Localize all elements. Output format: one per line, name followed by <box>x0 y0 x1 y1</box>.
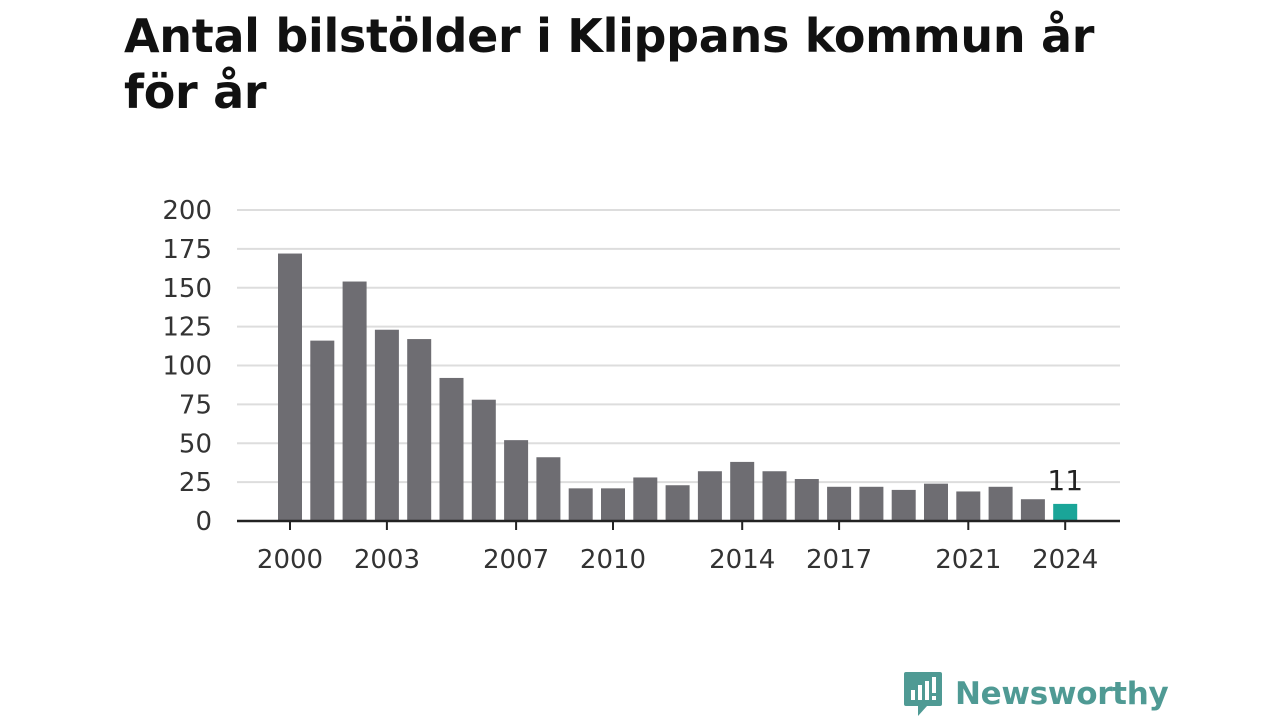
y-tick-label: 25 <box>179 468 212 498</box>
bar-data-label: 11 <box>1047 464 1083 497</box>
bar-2013 <box>697 471 722 521</box>
bar-2000 <box>278 253 302 522</box>
bar-2017 <box>827 486 852 521</box>
x-tick-label: 2003 <box>354 545 420 575</box>
bar-2011 <box>633 477 658 521</box>
y-tick-label: 125 <box>162 313 212 343</box>
bar-2004 <box>407 339 432 521</box>
bar-2022 <box>988 486 1013 521</box>
x-tick-label: 2024 <box>1032 545 1098 575</box>
gridlines <box>237 209 1120 484</box>
bar-2016 <box>794 479 819 521</box>
bar-2006 <box>471 399 496 521</box>
x-tick-label: 2007 <box>483 545 549 575</box>
bar-2002 <box>342 281 367 521</box>
bar-2003 <box>374 329 399 521</box>
chart-title: Antal bilstölder i Klippans kommun år fö… <box>124 9 1095 119</box>
x-tick-label: 2021 <box>935 545 1001 575</box>
bars <box>278 253 1078 522</box>
bar-2008 <box>536 457 561 521</box>
bar-2019 <box>891 489 916 521</box>
bar-2015 <box>762 471 787 521</box>
bar-2021 <box>956 491 981 521</box>
newsworthy-logo-icon <box>904 672 942 716</box>
bar-2024 <box>1053 503 1078 521</box>
y-tick-label: 0 <box>195 507 212 537</box>
bar-2007 <box>504 440 529 521</box>
bar-2005 <box>439 377 464 521</box>
y-tick-label: 175 <box>162 235 212 265</box>
bar-2023 <box>1020 499 1045 521</box>
x-tick-label: 2010 <box>580 545 646 575</box>
brand-name: Newsworthy <box>955 676 1169 712</box>
newsworthy-logo: Newsworthy <box>903 670 1169 718</box>
y-tick-label: 50 <box>179 429 212 459</box>
bar-2012 <box>665 485 690 521</box>
labels: 0 25 50 75 100 125 150 175 200 11 2000 2003 2007 2010… <box>162 196 1098 575</box>
bar-2020 <box>924 483 948 521</box>
bar-2010 <box>601 488 625 521</box>
y-tick-label: 150 <box>162 274 212 304</box>
y-tick-label: 75 <box>179 390 212 420</box>
x-tick-label: 2000 <box>257 545 323 575</box>
x-tick-label: 2014 <box>709 545 775 575</box>
bar-2018 <box>859 486 884 521</box>
bar-2014 <box>730 461 755 521</box>
x-tick-label: 2017 <box>806 545 872 575</box>
bar-2009 <box>568 488 593 521</box>
y-tick-label: 200 <box>162 196 212 226</box>
axes <box>237 519 1120 530</box>
y-tick-label: 100 <box>162 352 212 382</box>
bar-2001 <box>310 340 335 521</box>
